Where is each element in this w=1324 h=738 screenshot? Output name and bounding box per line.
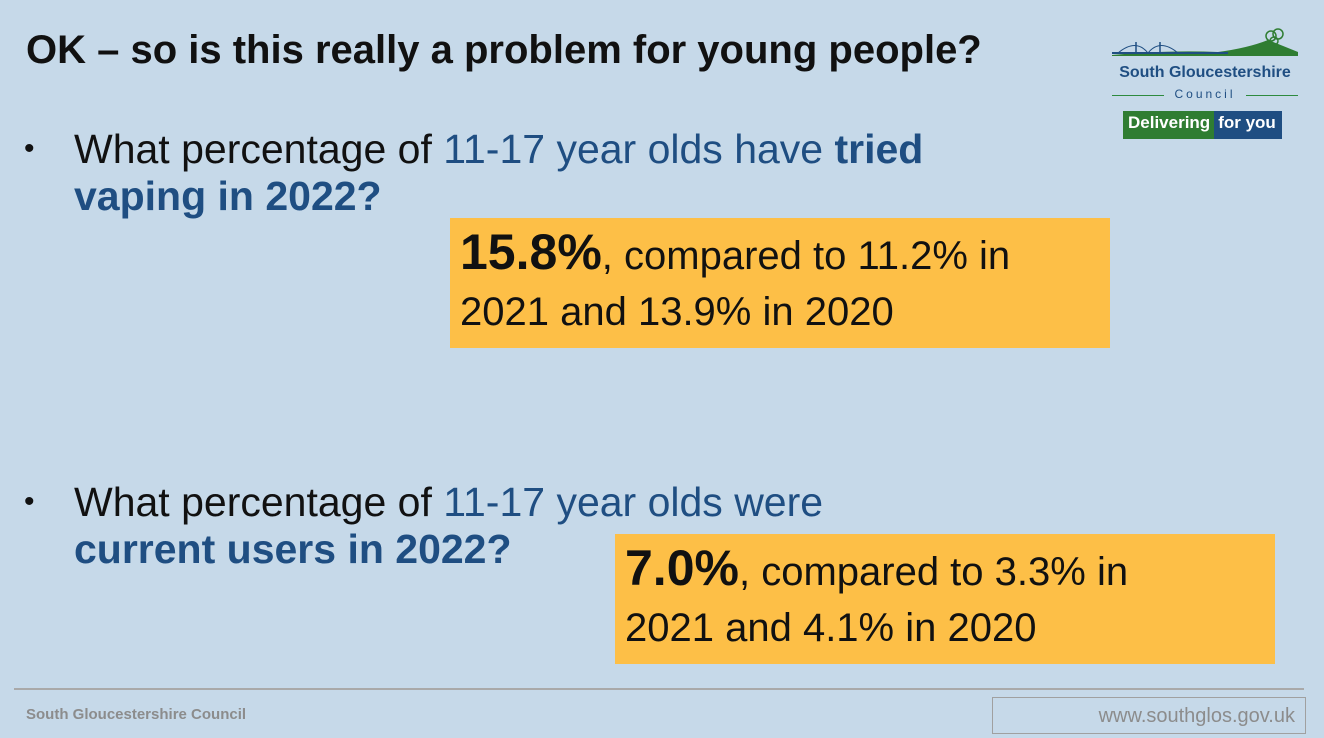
footer-url-box: www.southglos.gov.uk: [992, 697, 1306, 734]
question-1-line2: vaping in 2022?: [74, 173, 382, 219]
bullet-point: •: [24, 132, 35, 165]
footer-org: South Gloucestershire Council: [26, 706, 247, 723]
answer-1-box: 15.8%, compared to 11.2% in 2021 and 13.…: [450, 218, 1110, 348]
answer-2-text1: , compared to 3.3% in: [738, 550, 1129, 594]
logo-rule-right: [1246, 95, 1298, 96]
answer-1-text1: , compared to 11.2% in: [601, 234, 1011, 278]
council-logo: South Gloucestershire Council Delivering…: [1108, 28, 1302, 140]
question-1: What percentage of 11-17 year olds have …: [74, 126, 923, 220]
slide-title: OK – so is this really a problem for you…: [26, 28, 982, 72]
question-1-prefix: What percentage of: [74, 126, 444, 172]
answer-1-text2: 2021 and 13.9% in 2020: [460, 290, 894, 334]
answer-2-value: 7.0%: [625, 540, 739, 596]
footer-url[interactable]: www.southglos.gov.uk: [1098, 705, 1295, 727]
logo-rule-left: [1112, 95, 1164, 96]
logo-council: Council: [1174, 87, 1236, 101]
footer-divider: [14, 688, 1304, 690]
question-2-line2: current users in 2022?: [74, 526, 512, 572]
question-1-group: 11-17 year olds have: [443, 126, 835, 172]
question-1-emphasis: tried: [834, 126, 924, 172]
question-2-prefix: What percentage of: [74, 479, 444, 525]
answer-2-box: 7.0%, compared to 3.3% in 2021 and 4.1% …: [615, 534, 1275, 664]
strapline: Delivering for you: [1123, 111, 1282, 139]
question-2-group: 11-17 year olds were: [443, 479, 824, 525]
answer-2-text2: 2021 and 4.1% in 2020: [625, 606, 1037, 650]
bullet-point: •: [24, 485, 35, 518]
question-2: What percentage of 11-17 year olds were …: [74, 479, 823, 573]
answer-1-value: 15.8%: [460, 224, 602, 280]
strapline-blue: for you: [1214, 111, 1282, 139]
strapline-green: Delivering: [1123, 111, 1215, 139]
logo-name: South Gloucestershire: [1119, 64, 1291, 81]
bridge-and-tree-icon: [1112, 28, 1298, 56]
